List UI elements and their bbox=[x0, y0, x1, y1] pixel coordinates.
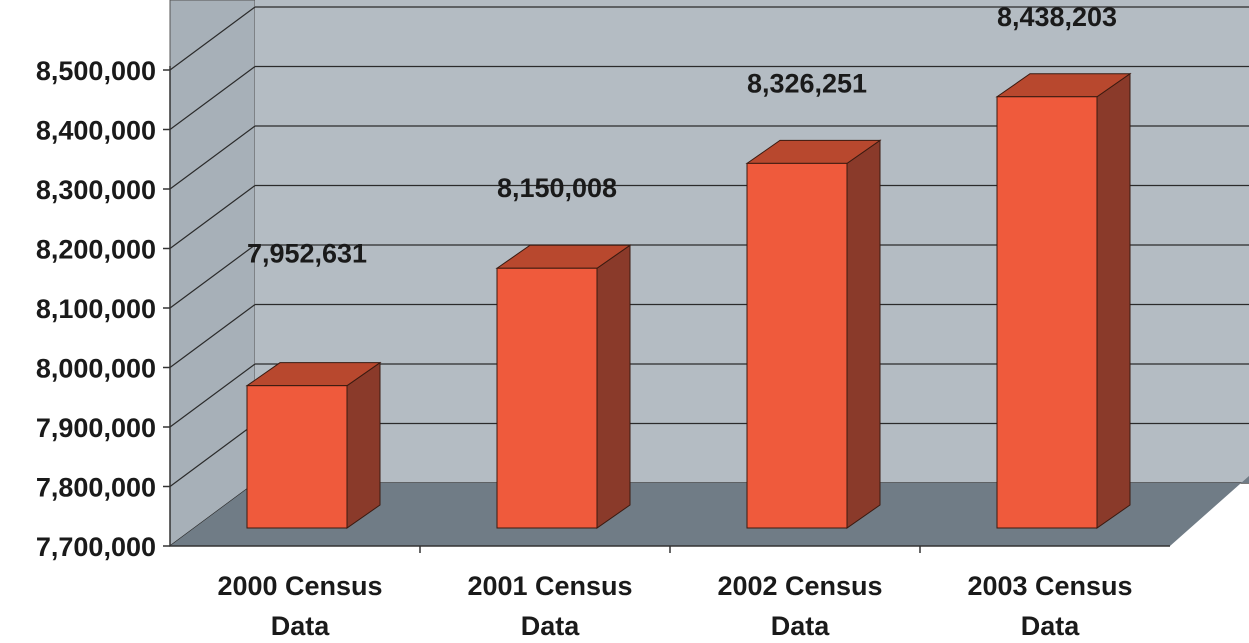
bar-front bbox=[746, 162, 848, 529]
bar bbox=[995, 72, 1132, 529]
bar-side bbox=[1096, 72, 1131, 529]
bar-side bbox=[596, 244, 631, 529]
x-tick-label: 2002 Census bbox=[717, 571, 882, 601]
gridline-side bbox=[169, 423, 256, 487]
gridline-side bbox=[169, 363, 256, 428]
gridline-side bbox=[169, 185, 256, 249]
side-wall bbox=[169, 0, 256, 547]
y-tick-label: 8,500,000 bbox=[36, 56, 156, 86]
gridline-side bbox=[169, 66, 256, 130]
x-axis-labels: 2000 Census Data 2001 Census Data 2002 Censu… bbox=[217, 571, 1132, 641]
x-tick-label: 2001 Census bbox=[467, 571, 632, 601]
x-tick-label: 2000 Census bbox=[217, 571, 382, 601]
gridline-side bbox=[169, 125, 256, 190]
y-tick-label: 7,900,000 bbox=[36, 413, 156, 443]
data-label: 8,326,251 bbox=[747, 68, 867, 98]
data-label: 7,952,631 bbox=[247, 239, 367, 269]
bars bbox=[245, 72, 1132, 529]
bar-front bbox=[246, 385, 348, 529]
chart-floor bbox=[170, 476, 1249, 546]
floor bbox=[170, 476, 1249, 546]
x-tick-label: Data bbox=[521, 611, 581, 641]
bar bbox=[245, 361, 382, 529]
bar-side bbox=[846, 139, 881, 529]
bar bbox=[495, 244, 632, 529]
bar-side bbox=[346, 361, 381, 529]
x-tick-label: Data bbox=[771, 611, 831, 641]
x-tick-label: 2003 Census bbox=[967, 571, 1132, 601]
y-tick-label: 8,400,000 bbox=[36, 116, 156, 146]
data-labels: 7,952,631 8,150,008 8,326,251 8,438,203 bbox=[247, 2, 1117, 269]
gridline-side bbox=[169, 304, 256, 368]
data-label: 8,438,203 bbox=[997, 2, 1117, 32]
y-tick-label: 8,200,000 bbox=[36, 235, 156, 265]
y-tick-label: 8,100,000 bbox=[36, 294, 156, 324]
y-tick-label: 7,700,000 bbox=[36, 532, 156, 562]
data-label: 8,150,008 bbox=[497, 173, 617, 203]
x-tick-label: Data bbox=[271, 611, 331, 641]
y-tick-label: 8,300,000 bbox=[36, 175, 156, 205]
y-axis: 7,700,000 7,800,000 7,900,000 8,000,000 8,10… bbox=[36, 56, 1170, 562]
bar-front bbox=[996, 96, 1098, 529]
bar bbox=[745, 139, 882, 529]
gridline-side bbox=[169, 244, 256, 309]
bar-front bbox=[496, 267, 598, 529]
gridline-side bbox=[169, 6, 256, 71]
x-tick-label: Data bbox=[1021, 611, 1081, 641]
y-tick-label: 7,800,000 bbox=[36, 473, 156, 503]
y-tick-label: 8,000,000 bbox=[36, 354, 156, 384]
